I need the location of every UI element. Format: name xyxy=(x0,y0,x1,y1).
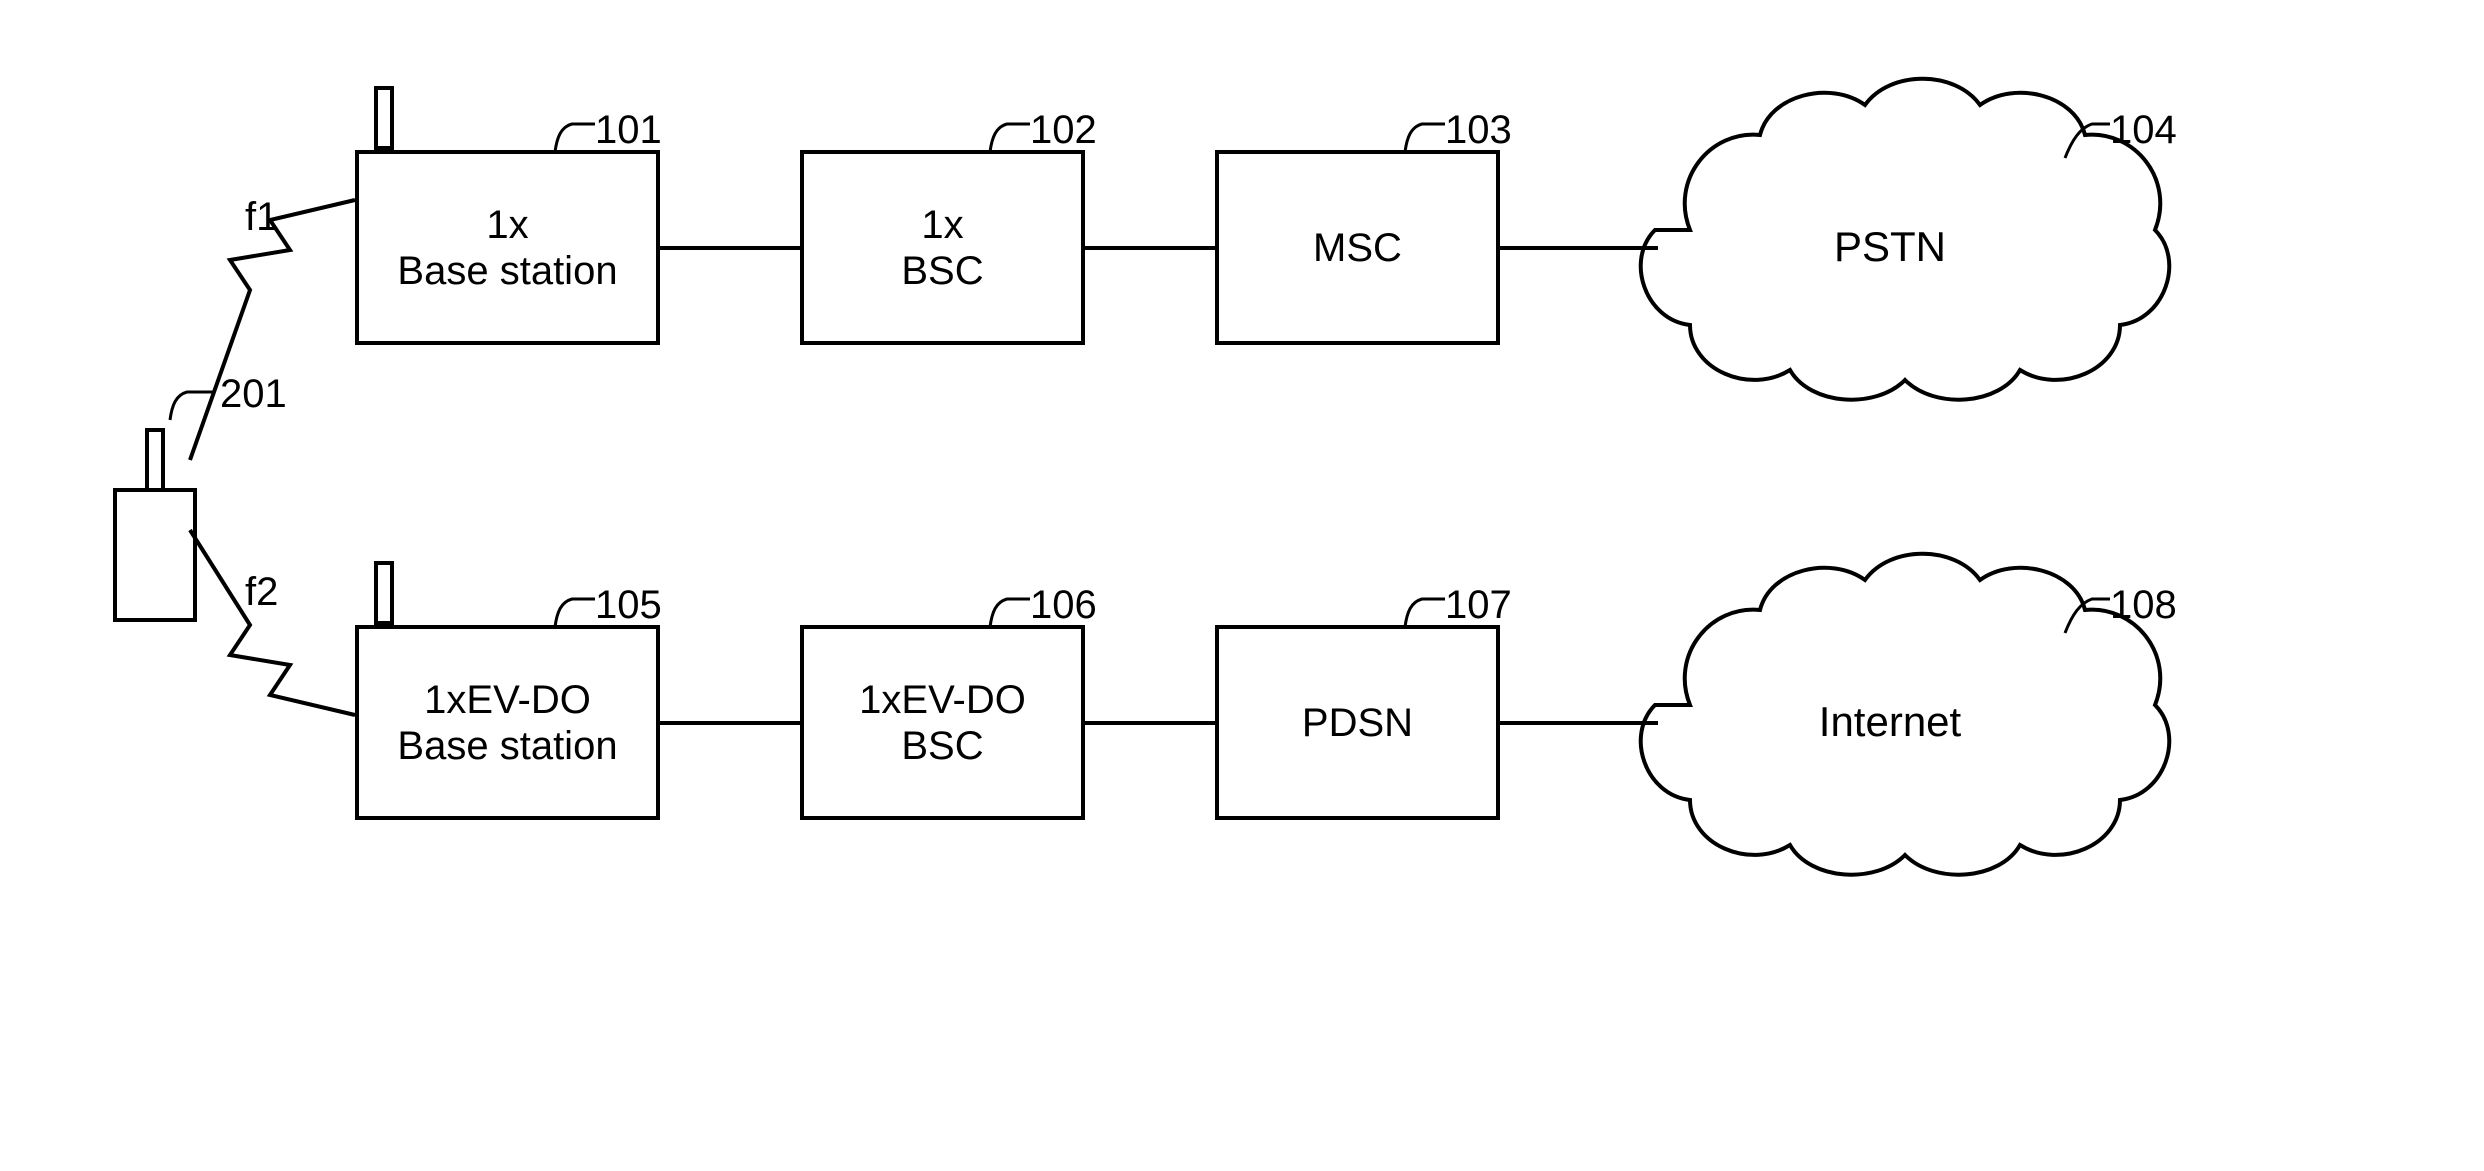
node-1xevdo-bsc: 1xEV-DO BSC xyxy=(800,625,1085,820)
cloud-icon xyxy=(1641,554,2170,875)
node-pdsn: PDSN xyxy=(1215,625,1500,820)
ref-label: 104 xyxy=(2110,108,2177,153)
node-1xevdo-base-station: 1xEV-DO Base station xyxy=(355,625,660,820)
node-text: BSC xyxy=(901,248,983,294)
ref-label: 103 xyxy=(1445,108,1512,153)
node-text: PDSN xyxy=(1302,700,1413,746)
cloud-icon xyxy=(1641,79,2170,400)
antenna-icon xyxy=(376,88,392,148)
cloud-label: Internet xyxy=(1819,698,1962,745)
ref-label: 105 xyxy=(595,583,662,628)
ref-label: 106 xyxy=(1030,583,1097,628)
antenna-icon xyxy=(376,563,392,623)
ref-label: 201 xyxy=(220,372,287,417)
node-text: MSC xyxy=(1313,225,1402,271)
ref-label: 107 xyxy=(1445,583,1512,628)
node-text: Base station xyxy=(397,248,617,294)
cloud-label: PSTN xyxy=(1834,223,1946,270)
node-text: 1xEV-DO xyxy=(859,677,1026,723)
radio-link-icon xyxy=(190,530,355,715)
node-text: BSC xyxy=(901,723,983,769)
mobile-device-icon xyxy=(115,430,195,620)
node-1x-base-station: 1x Base station xyxy=(355,150,660,345)
node-msc: MSC xyxy=(1215,150,1500,345)
freq-label-f1: f1 xyxy=(245,195,278,240)
node-text: 1x xyxy=(486,202,528,248)
node-1x-bsc: 1x BSC xyxy=(800,150,1085,345)
freq-label-f2: f2 xyxy=(245,570,278,615)
node-text: 1x xyxy=(921,202,963,248)
node-text: 1xEV-DO xyxy=(424,677,591,723)
node-text: Base station xyxy=(397,723,617,769)
ref-label: 108 xyxy=(2110,583,2177,628)
ref-label: 101 xyxy=(595,108,662,153)
diagram-canvas: PSTN Internet 1x Base station 1x BSC MSC… xyxy=(0,0,2484,1171)
ref-label: 102 xyxy=(1030,108,1097,153)
